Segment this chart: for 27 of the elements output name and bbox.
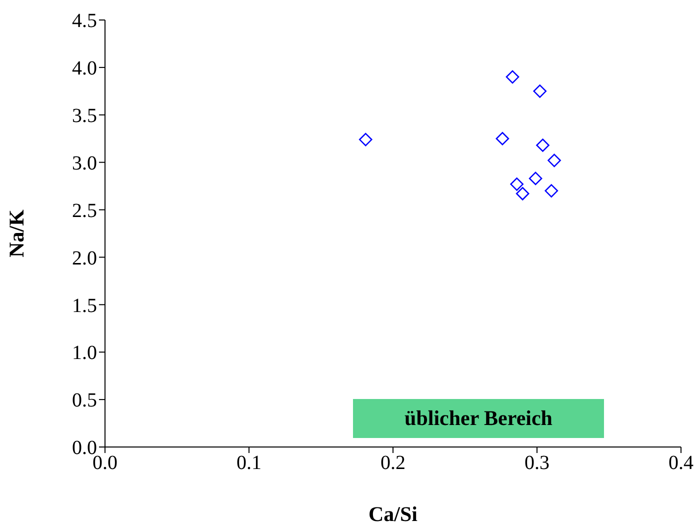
point xyxy=(510,178,524,191)
y-tick-label: 4.0 xyxy=(72,58,97,80)
x-tick-label: 0.4 xyxy=(668,452,694,474)
point xyxy=(506,70,520,84)
label-box: üblicher Bereich xyxy=(353,399,604,438)
point xyxy=(548,154,561,168)
x-tick-label: 0.1 xyxy=(236,452,262,474)
y-tick-label: 4.5 xyxy=(72,10,97,32)
x-axis-title: Ca/Si xyxy=(368,502,418,526)
x-tick-label: 0.3 xyxy=(524,452,550,474)
y-axis-title: Na/K xyxy=(4,208,28,258)
x-tick-label: 0.2 xyxy=(380,452,406,474)
annotation: üblicher Bereich xyxy=(404,406,552,431)
y-tick-label: 1.0 xyxy=(72,342,97,364)
y-tick-label: 2.0 xyxy=(72,247,97,270)
point xyxy=(528,172,542,186)
y-tick-label: 1.5 xyxy=(72,294,97,317)
point xyxy=(536,138,550,152)
y-tick-label: 2.5 xyxy=(72,200,97,222)
point xyxy=(358,132,372,146)
y-tick-label: 3.0 xyxy=(72,152,97,174)
point xyxy=(516,186,530,200)
point xyxy=(533,84,547,98)
y-tick-label: 3.5 xyxy=(72,104,97,127)
point xyxy=(544,184,558,198)
point xyxy=(496,132,510,146)
y-tick-label: 0.5 xyxy=(72,390,97,412)
